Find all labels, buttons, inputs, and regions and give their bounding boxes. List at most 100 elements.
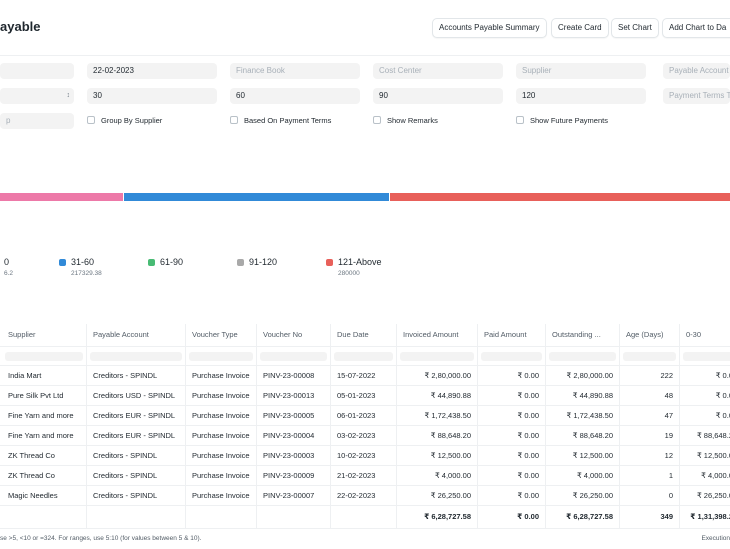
column-filter-input[interactable] (186, 347, 257, 365)
legend-label: 121-Above (338, 257, 382, 267)
column-header[interactable]: Paid Amount (478, 324, 546, 346)
column-header[interactable]: Outstanding ... (546, 324, 620, 346)
table-cell: ₹ 0.00 (478, 366, 546, 385)
table-cell: ₹ 26,250.0 (680, 486, 730, 505)
table-cell: ₹ 0.0 (680, 386, 730, 405)
column-filter-input[interactable] (331, 347, 397, 365)
table-cell: 05-01-2023 (331, 386, 397, 405)
table-row[interactable]: ZK Thread Co Creditors - SPINDL Purchase I… (0, 446, 730, 466)
company-filter[interactable] (0, 63, 74, 79)
table-cell: ₹ 12,500.00 (546, 446, 620, 465)
column-filter-box[interactable] (683, 352, 730, 361)
total-cell: 349 (620, 506, 680, 528)
column-filter-box[interactable] (189, 352, 253, 361)
table-cell: ₹ 88,648.2 (680, 426, 730, 445)
column-header[interactable]: Payable Account (87, 324, 186, 346)
column-header[interactable]: Age (Days) (620, 324, 680, 346)
column-header[interactable]: Supplier (2, 324, 87, 346)
table-row[interactable]: ZK Thread Co Creditors - SPINDL Purchase I… (0, 466, 730, 486)
table-cell: 22-02-2023 (331, 486, 397, 505)
create-card-button[interactable]: Create Card (551, 18, 609, 38)
accounts-payable-summary-button[interactable]: Accounts Payable Summary (432, 18, 547, 38)
based-on-payment-terms-checkbox[interactable]: Based On Payment Terms (230, 115, 331, 127)
finance-book-filter[interactable]: Finance Book (230, 63, 360, 79)
table-cell: ₹ 12,500.00 (397, 446, 478, 465)
show-remarks-label: Show Remarks (387, 116, 438, 125)
table-cell: ₹ 88,648.20 (546, 426, 620, 445)
column-header[interactable]: Voucher No (257, 324, 331, 346)
column-filter-box[interactable] (334, 352, 393, 361)
payment-terms-filter[interactable]: Payment Terms T (663, 88, 730, 104)
total-cell (257, 506, 331, 528)
show-remarks-checkbox[interactable]: Show Remarks (373, 115, 438, 127)
report-date-filter[interactable]: 22-02-2023 (87, 63, 217, 79)
table-cell: PINV-23-00005 (257, 406, 331, 425)
total-cell: ₹ 1,31,398.2 (680, 506, 730, 528)
column-header[interactable]: 0-30 (680, 324, 730, 346)
table-cell: ₹ 44,890.88 (546, 386, 620, 405)
column-filter-box[interactable] (260, 352, 327, 361)
table-cell: Creditors - SPINDL (87, 446, 186, 465)
chart-bar-segment-121-Above[interactable] (390, 193, 730, 201)
table-row[interactable]: Magic Needles Creditors - SPINDL Purchase … (0, 486, 730, 506)
table-cell: ₹ 26,250.00 (546, 486, 620, 505)
column-filter-input[interactable] (478, 347, 546, 365)
supplier-filter[interactable]: Supplier (516, 63, 646, 79)
payable-account-filter[interactable]: Payable Account (663, 63, 730, 79)
column-header[interactable]: Due Date (331, 324, 397, 346)
table-cell: ₹ 1,72,438.50 (546, 406, 620, 425)
chart-bar-segment-31-60[interactable] (124, 193, 390, 201)
table-cell: Purchase Invoice (186, 426, 257, 445)
table-cell: ₹ 0.0 (680, 406, 730, 425)
chart-bar-segment-0-30[interactable] (0, 193, 124, 201)
add-chart-to-dashboard-button[interactable]: Add Chart to Da (662, 18, 730, 38)
chevron-updown-icon: ↕ (66, 92, 71, 99)
table-cell: 0 (620, 486, 680, 505)
filter-help-text: se >5, <10 or =324. For ranges, use 5:10… (0, 535, 202, 542)
table-cell: Creditors USD - SPINDL (87, 386, 186, 405)
column-filter-box[interactable] (5, 352, 83, 361)
column-filter-input[interactable] (397, 347, 478, 365)
column-filter-input[interactable] (257, 347, 331, 365)
set-chart-button[interactable]: Set Chart (611, 18, 659, 38)
column-filter-box[interactable] (623, 352, 676, 361)
total-cell (331, 506, 397, 528)
table-row[interactable]: Fine Yarn and more Creditors EUR - SPINDL… (0, 406, 730, 426)
table-row[interactable]: Pure Silk Pvt Ltd Creditors USD - SPINDL P… (0, 386, 730, 406)
table-cell: ₹ 88,648.20 (397, 426, 478, 445)
table-totals-row: ₹ 6,28,727.58 ₹ 0.00 ₹ 6,28,727.58 349 ₹ 1,3… (0, 506, 730, 529)
table-row[interactable]: India Mart Creditors - SPINDL Purchase Inv… (0, 366, 730, 386)
range2-filter[interactable]: 60 (230, 88, 360, 104)
legend-value: 6.2 (4, 270, 14, 277)
partial-filter[interactable]: p (0, 113, 74, 129)
column-filter-input[interactable] (620, 347, 680, 365)
table-header-row: Supplier Payable Account Voucher Type Vouch… (0, 324, 730, 347)
total-cell: ₹ 0.00 (478, 506, 546, 528)
range4-filter[interactable]: 120 (516, 88, 646, 104)
cost-center-filter[interactable]: Cost Center (373, 63, 503, 79)
range3-filter[interactable]: 90 (373, 88, 503, 104)
column-filter-box[interactable] (481, 352, 542, 361)
table-cell: 03-02-2023 (331, 426, 397, 445)
table-cell: 19 (620, 426, 680, 445)
table-cell: 15-07-2022 (331, 366, 397, 385)
total-cell (186, 506, 257, 528)
group-by-supplier-checkbox[interactable]: Group By Supplier (87, 115, 162, 127)
column-filter-input[interactable] (680, 347, 730, 365)
column-filter-box[interactable] (400, 352, 474, 361)
ageing-based-on-select[interactable]: ↕ (0, 88, 74, 104)
show-future-payments-checkbox[interactable]: Show Future Payments (516, 115, 608, 127)
table-cell: ₹ 0.00 (478, 446, 546, 465)
range1-filter[interactable]: 30 (87, 88, 217, 104)
column-header[interactable]: Invoiced Amount (397, 324, 478, 346)
table-cell: ZK Thread Co (2, 446, 87, 465)
table-cell: Fine Yarn and more (2, 426, 87, 445)
table-row[interactable]: Fine Yarn and more Creditors EUR - SPINDL… (0, 426, 730, 446)
column-header[interactable]: Voucher Type (186, 324, 257, 346)
column-filter-input[interactable] (87, 347, 186, 365)
column-filter-input[interactable] (2, 347, 87, 365)
column-filter-input[interactable] (546, 347, 620, 365)
column-filter-box[interactable] (90, 352, 182, 361)
column-filter-box[interactable] (549, 352, 616, 361)
table-cell: ₹ 0.00 (478, 466, 546, 485)
